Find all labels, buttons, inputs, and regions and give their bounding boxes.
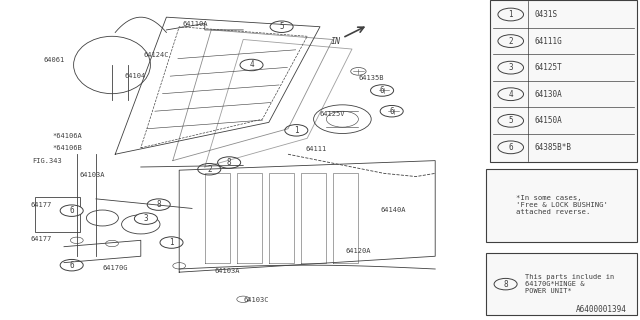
Text: 2: 2 xyxy=(207,165,212,174)
Text: 64150A: 64150A xyxy=(534,116,562,125)
Text: 64111G: 64111G xyxy=(534,36,562,45)
Circle shape xyxy=(240,59,263,71)
Text: *In some cases,
'Free & LOCK BUSHING'
attached reverse.: *In some cases, 'Free & LOCK BUSHING' at… xyxy=(516,195,607,215)
Text: 6: 6 xyxy=(508,143,513,152)
Circle shape xyxy=(218,157,241,168)
Text: 64120A: 64120A xyxy=(346,248,371,254)
Text: 64103C: 64103C xyxy=(243,297,269,303)
Circle shape xyxy=(160,237,183,248)
Text: 64125T: 64125T xyxy=(534,63,562,72)
Text: 6: 6 xyxy=(380,86,385,95)
Circle shape xyxy=(60,260,83,271)
Text: 64177: 64177 xyxy=(31,236,52,242)
Text: 64103A: 64103A xyxy=(214,268,240,274)
Text: 1: 1 xyxy=(294,126,299,135)
Text: 64130A: 64130A xyxy=(534,90,562,99)
Text: 1: 1 xyxy=(169,238,174,247)
Text: 6: 6 xyxy=(69,261,74,270)
Text: 64385B*B: 64385B*B xyxy=(534,143,572,152)
Text: 64125V: 64125V xyxy=(320,111,346,117)
FancyBboxPatch shape xyxy=(490,0,637,162)
Text: 2: 2 xyxy=(508,36,513,45)
Text: 0431S: 0431S xyxy=(534,10,557,19)
Text: 64135B: 64135B xyxy=(358,76,384,81)
Text: 3: 3 xyxy=(143,214,148,223)
Text: 5: 5 xyxy=(279,22,284,31)
Circle shape xyxy=(134,213,157,224)
Text: 8: 8 xyxy=(156,200,161,209)
Text: 5: 5 xyxy=(508,116,513,125)
Text: *64106A: *64106A xyxy=(52,133,82,139)
Text: This parts include in
64170G*HINGE &
POWER UNIT*: This parts include in 64170G*HINGE & POW… xyxy=(525,274,614,294)
Circle shape xyxy=(371,85,394,96)
Text: 64111: 64111 xyxy=(306,147,327,152)
Text: IN: IN xyxy=(331,36,341,45)
Text: 8: 8 xyxy=(227,158,232,167)
Text: 64104: 64104 xyxy=(125,73,146,79)
Circle shape xyxy=(270,21,293,32)
Text: 64103A: 64103A xyxy=(80,172,106,178)
Circle shape xyxy=(198,164,221,175)
FancyBboxPatch shape xyxy=(486,169,637,242)
Text: 64061: 64061 xyxy=(44,57,65,63)
Circle shape xyxy=(285,124,308,136)
FancyBboxPatch shape xyxy=(486,253,637,315)
Text: 4: 4 xyxy=(249,60,254,69)
Text: *64106B: *64106B xyxy=(52,145,82,151)
Text: 64177: 64177 xyxy=(31,202,52,208)
Text: 3: 3 xyxy=(508,63,513,72)
Text: 64170G: 64170G xyxy=(102,265,128,271)
Text: 64124C: 64124C xyxy=(144,52,170,59)
Text: FIG.343: FIG.343 xyxy=(32,158,61,164)
Circle shape xyxy=(380,106,403,117)
Text: 1: 1 xyxy=(508,10,513,19)
Text: 4: 4 xyxy=(508,90,513,99)
Circle shape xyxy=(147,199,170,210)
Text: 64110A: 64110A xyxy=(182,20,208,27)
Text: A6400001394: A6400001394 xyxy=(577,305,627,314)
Text: 6: 6 xyxy=(389,107,394,116)
Text: 6: 6 xyxy=(69,206,74,215)
Text: 64140A: 64140A xyxy=(381,207,406,213)
Circle shape xyxy=(60,205,83,216)
Text: 8: 8 xyxy=(503,280,508,289)
